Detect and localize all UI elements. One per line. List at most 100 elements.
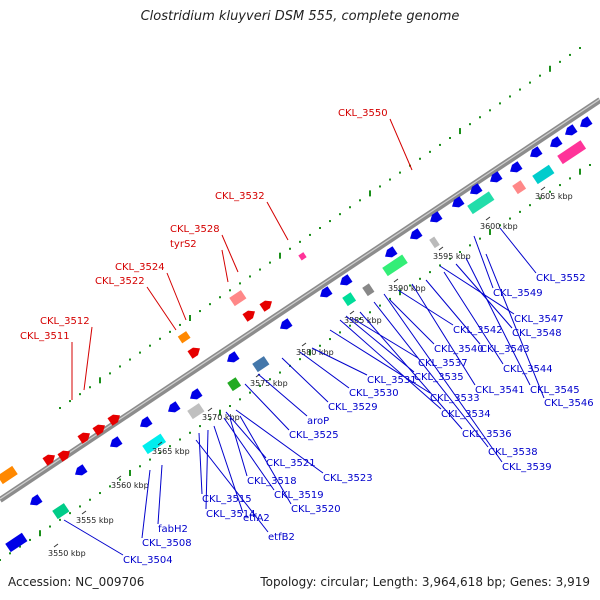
gc-dot (499, 102, 501, 105)
leader-line (213, 425, 244, 514)
leader-line (281, 357, 329, 403)
gene-label-reverse: CKL_3538 (488, 447, 538, 458)
gene-label-reverse: CKL_3541 (475, 385, 525, 396)
gene-label-reverse: aroP (307, 416, 329, 427)
gene-label-reverse: CKL_3531 (367, 375, 417, 386)
gc-dot (489, 109, 491, 112)
gc-dot (539, 197, 541, 200)
gene-label-forward: CKL_3550 (338, 108, 388, 119)
gc-dot (489, 228, 491, 235)
gc-dot (429, 150, 431, 153)
gc-dot (179, 438, 181, 441)
scale-tick-label: 3590 kbp (388, 284, 426, 293)
leader-line (397, 289, 454, 326)
leader-line (157, 464, 163, 525)
leader-line (443, 271, 504, 365)
gc-dot (509, 95, 511, 98)
gc-dot (139, 465, 141, 468)
gene-label-reverse: CKL_3537 (418, 358, 468, 369)
gc-dot (349, 206, 351, 209)
gene-label-reverse: CKL_3520 (291, 504, 341, 515)
leader-line (239, 415, 292, 505)
gc-dot (519, 88, 521, 91)
reverse-gene-box (227, 377, 242, 392)
gene-label-reverse: CKL_3547 (514, 314, 564, 325)
gc-dot (229, 405, 231, 408)
reverse-gene-box (532, 164, 555, 185)
gc-dot (449, 257, 451, 260)
gc-dot (559, 60, 561, 63)
gene-label-reverse: CKL_3540 (434, 344, 484, 355)
gc-dot (79, 393, 81, 396)
leader-line (345, 315, 415, 373)
gene-label-reverse: CKL_3544 (503, 364, 553, 375)
gc-dot (49, 525, 51, 528)
gene-label-forward: CKL_3524 (115, 262, 165, 273)
gc-dot (509, 217, 511, 220)
reverse-gene-arrow (30, 494, 43, 506)
gc-dot (209, 303, 211, 306)
scale-tick-label: 3580 kbp (296, 348, 334, 357)
reverse-gene-arrow (430, 211, 443, 223)
leader-line (383, 293, 503, 463)
reverse-gene-arrow (168, 401, 181, 413)
scale-tick (349, 310, 355, 315)
gene-label-reverse: CKL_3521 (266, 458, 316, 469)
gc-dot (499, 224, 501, 227)
gc-dot (179, 323, 181, 326)
accession-text: Accession: NC_009706 (8, 575, 145, 589)
leader-line (389, 299, 435, 345)
leader-line (373, 301, 489, 448)
gc-dot (219, 296, 221, 299)
gene-label-reverse: CKL_3536 (462, 429, 512, 440)
scale-tick (157, 441, 163, 446)
gc-dot (469, 244, 471, 247)
gc-dot (379, 185, 381, 188)
scale-tick-label: 3560 kbp (111, 481, 149, 490)
gene-label-reverse: fabH2 (158, 524, 188, 535)
scale-tick (53, 543, 59, 548)
reverse-gene-arrow (510, 161, 523, 173)
leader-line (389, 118, 413, 171)
gc-dot (199, 310, 201, 313)
feature-track (0, 116, 593, 553)
scale-tick (485, 216, 491, 221)
reverse-gene-arrow (470, 183, 483, 195)
leader-line (244, 383, 290, 431)
gc-dot (149, 458, 151, 461)
leader-line (465, 257, 531, 386)
leader-line (235, 409, 324, 474)
gc-dot (469, 123, 471, 126)
reverse-gene-box (252, 356, 270, 373)
gc-dot (539, 74, 541, 77)
scale-tick (438, 246, 444, 251)
gc-dot (279, 252, 281, 259)
reverse-gene-box (362, 283, 375, 297)
gc-dot (89, 386, 91, 389)
gc-dot (399, 289, 401, 296)
gc-dot (199, 425, 201, 428)
reverse-gene-arrow (140, 416, 153, 428)
scale-tick-label: 3550 kbp (48, 549, 86, 558)
gc-dot (189, 315, 191, 321)
label-leader-lines (63, 118, 545, 556)
gc-dot (579, 47, 581, 49)
gc-dot (479, 237, 481, 240)
genome-summary-text: Topology: circular; Length: 3,964,618 bp… (260, 575, 590, 589)
scale-tick-label: 3585 kbp (344, 316, 382, 325)
gc-dot (439, 264, 441, 267)
leader-line (329, 329, 431, 394)
scale-tick-label: 3605 kbp (535, 192, 573, 201)
scale-tick (207, 407, 213, 412)
leader-line (425, 279, 481, 345)
scale-tick (116, 475, 122, 480)
gc-dot (159, 337, 161, 340)
gc-dot (519, 210, 521, 213)
gc-dot (0, 559, 1, 561)
forward-gene-arrow (57, 450, 70, 462)
scale-tick (540, 186, 546, 191)
gene-label-reverse: CKL_3549 (493, 288, 543, 299)
gc-dot (309, 349, 311, 356)
gc-dot (109, 372, 111, 375)
